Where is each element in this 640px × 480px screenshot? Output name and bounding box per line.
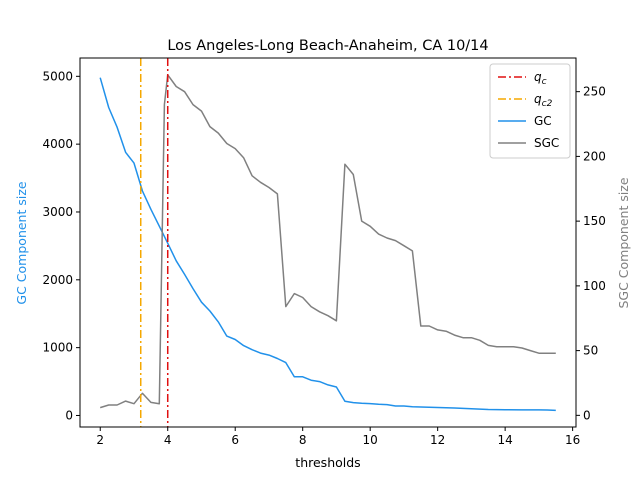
y-axis-right: 0 50 100 150 200 250 — [576, 85, 606, 422]
x-tick-label: 2 — [96, 433, 104, 447]
legend-label: qc2 — [534, 92, 553, 109]
legend: qc qc2 GC SGC — [489, 63, 571, 159]
y-left-tick-label: 5000 — [42, 69, 73, 83]
y-right-tick-label: 50 — [583, 344, 598, 358]
chart-title: Los Angeles-Long Beach-Anaheim, CA 10/14 — [167, 38, 488, 54]
x-tick-label: 16 — [565, 433, 580, 447]
y-axis-label-right: SGC Component size — [616, 177, 631, 308]
x-tick-label: 6 — [231, 433, 239, 447]
series-line-sgc — [99, 74, 556, 409]
legend-entry-sgc: SGC — [498, 136, 559, 150]
y-right-tick-label: 0 — [583, 408, 591, 422]
legend-label: qc — [534, 70, 547, 87]
x-axis: 2 4 6 8 10 12 14 16 — [96, 427, 580, 447]
x-tick-label: 12 — [430, 433, 445, 447]
axes-frame — [79, 57, 577, 428]
series-line-gc — [99, 77, 556, 412]
y-right-tick-label: 250 — [583, 85, 606, 99]
y-left-tick-label: 2000 — [42, 273, 73, 287]
y-left-tick-label: 1000 — [42, 341, 73, 355]
y-right-tick-label: 200 — [583, 149, 606, 163]
x-tick-label: 4 — [164, 433, 172, 447]
y-right-tick-label: 100 — [583, 279, 606, 293]
x-tick-label: 14 — [498, 433, 513, 447]
x-tick-label: 10 — [363, 433, 378, 447]
legend-entry-q-c2: qc2 — [498, 92, 553, 109]
legend-entry-gc: GC — [498, 114, 552, 128]
y-left-tick-label: 4000 — [42, 137, 73, 151]
y-axis-left: 0 1000 2000 3000 4000 5000 — [42, 69, 80, 422]
x-tick-label: 8 — [299, 433, 307, 447]
y-axis-label-left: GC Component size — [14, 181, 29, 304]
legend-label: GC — [534, 114, 552, 128]
legend-entry-q-c: qc — [498, 70, 547, 87]
y-left-tick-label: 0 — [65, 408, 73, 422]
y-right-tick-label: 150 — [583, 214, 606, 228]
plot-area — [99, 58, 556, 427]
y-left-tick-label: 3000 — [42, 205, 73, 219]
legend-box — [489, 63, 571, 159]
x-axis-label: thresholds — [295, 455, 360, 470]
legend-label: SGC — [534, 136, 559, 150]
